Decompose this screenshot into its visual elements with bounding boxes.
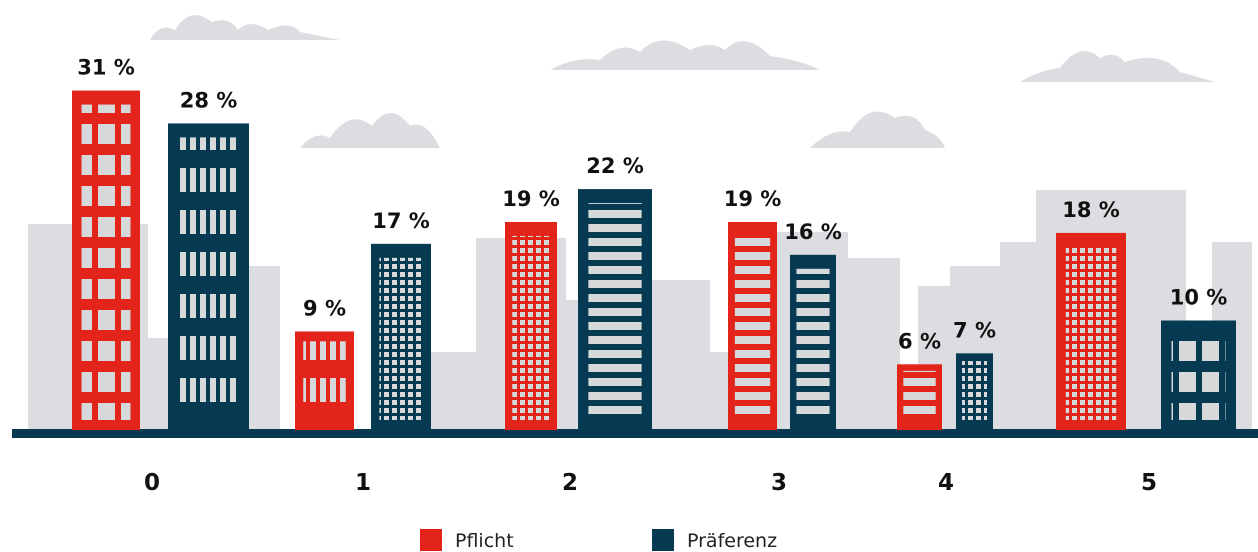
legend-label: Präferenz	[687, 530, 777, 552]
value-label: 6 %	[898, 329, 941, 353]
value-label: 9 %	[303, 296, 346, 320]
legend-swatch	[420, 529, 442, 551]
windows	[81, 104, 131, 421]
x-tick-label: 5	[1141, 470, 1157, 496]
windows	[512, 235, 550, 420]
x-tick-label: 0	[144, 470, 160, 496]
windows	[303, 341, 346, 420]
x-tick-label: 2	[562, 470, 578, 496]
windows	[903, 370, 936, 420]
value-label: 16 %	[784, 220, 842, 244]
clouds	[150, 15, 1215, 148]
legend-label: Pflicht	[455, 530, 514, 552]
value-label: 28 %	[180, 88, 238, 112]
value-label: 7 %	[953, 318, 996, 342]
value-label: 31 %	[77, 56, 135, 80]
windows	[588, 203, 642, 420]
value-label: 19 %	[502, 187, 560, 211]
x-tick-label: 1	[355, 470, 371, 496]
value-label: 19 %	[724, 187, 782, 211]
value-label: 18 %	[1062, 198, 1120, 222]
windows	[179, 137, 238, 420]
ground	[12, 429, 1258, 438]
windows	[1171, 331, 1226, 420]
value-label: 10 %	[1170, 286, 1228, 310]
windows	[796, 268, 830, 420]
value-label: 22 %	[586, 154, 644, 178]
windows	[734, 235, 771, 420]
value-label: 17 %	[372, 209, 430, 233]
x-tick-label: 3	[771, 470, 787, 496]
x-tick-label: 4	[938, 470, 954, 496]
windows	[1065, 246, 1117, 420]
windows	[379, 257, 423, 420]
windows	[962, 361, 987, 420]
legend-swatch	[652, 529, 674, 551]
